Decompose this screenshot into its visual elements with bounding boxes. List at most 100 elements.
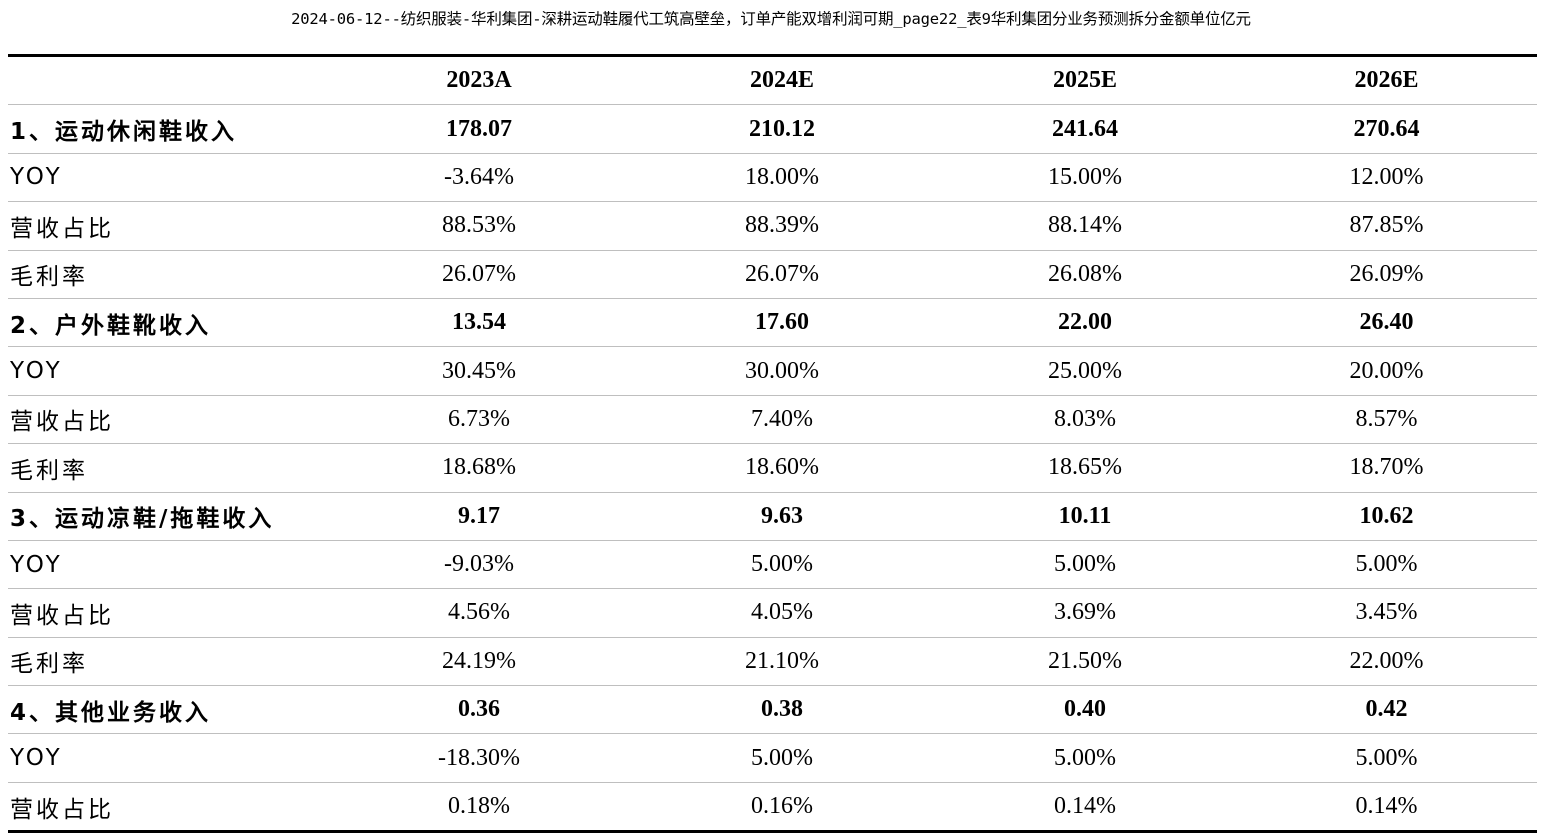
cell-value: 88.39% xyxy=(630,201,934,251)
cell-value: 9.17 xyxy=(328,492,630,541)
cell-value: 18.68% xyxy=(328,443,630,493)
cell-value: 21.50% xyxy=(934,637,1236,687)
cell-value: 9.63 xyxy=(630,492,934,541)
forecast-table: 2023A 2024E 2025E 2026E 1、运动休闲鞋收入 178.07… xyxy=(8,57,1537,830)
cell-value: 0.36 xyxy=(328,685,630,735)
table-header-row: 2023A 2024E 2025E 2026E xyxy=(8,57,1537,106)
table-row: 2、户外鞋靴收入 13.54 17.60 22.00 26.40 xyxy=(8,298,1537,348)
cell-value: 24.19% xyxy=(328,637,630,687)
row-label: 3、运动凉鞋/拖鞋收入 xyxy=(8,492,328,541)
row-label: 营收占比 xyxy=(8,395,328,445)
cell-value: 8.57% xyxy=(1236,395,1537,445)
header-cell-2025e: 2025E xyxy=(934,57,1236,106)
cell-value: 10.11 xyxy=(934,492,1236,541)
table-row: 毛利率 18.68% 18.60% 18.65% 18.70% xyxy=(8,443,1537,493)
cell-value: 26.08% xyxy=(934,250,1236,299)
cell-value: 0.16% xyxy=(751,793,813,820)
table-row: 营收占比 4.56% 4.05% 3.69% 3.45% xyxy=(8,588,1537,638)
cell-value: 15.00% xyxy=(934,153,1236,203)
cell-value: 22.00 xyxy=(934,298,1236,348)
table-row: YOY -18.30% 5.00% 5.00% 5.00% xyxy=(8,733,1537,783)
header-cell-blank xyxy=(8,57,328,106)
cell-value: 18.60% xyxy=(630,443,934,493)
cell-value: 12.00% xyxy=(1236,153,1537,203)
cell-value: 18.70% xyxy=(1236,443,1537,493)
row-label: 1、运动休闲鞋收入 xyxy=(8,104,328,154)
cell-value: 7.40% xyxy=(630,395,934,445)
cell-value: 26.09% xyxy=(1236,250,1537,299)
cell-value: 87.85% xyxy=(1236,201,1537,251)
cell-value: 4.56% xyxy=(328,588,630,638)
cell-value: 4.05% xyxy=(630,588,934,638)
document-title: 2024-06-12--纺织服装-华利集团-深耕运动鞋履代工筑高壁垒，订单产能双… xyxy=(291,10,1251,28)
cell-value: 13.54 xyxy=(328,298,630,348)
table-row: 毛利率 26.07% 26.07% 26.08% 26.09% xyxy=(8,250,1537,299)
cell-value: 5.00% xyxy=(630,733,934,783)
row-label: 2、户外鞋靴收入 xyxy=(8,298,328,348)
table-body: 1、运动休闲鞋收入 178.07 210.12 241.64 270.64 YO… xyxy=(8,104,1537,830)
row-label: YOY xyxy=(8,346,328,396)
cell-value: 18.65% xyxy=(934,443,1236,493)
cell-value: -3.64% xyxy=(328,153,630,203)
table-row: YOY -9.03% 5.00% 5.00% 5.00% xyxy=(8,540,1537,590)
cell-value: 5.00% xyxy=(1236,733,1537,783)
cell-value: 26.07% xyxy=(328,250,630,299)
cell-value: 0.14% xyxy=(1355,793,1418,820)
table-row: 4、其他业务收入 0.36 0.38 0.40 0.42 xyxy=(8,685,1537,735)
cell-value: 5.00% xyxy=(1236,540,1537,590)
cell-value: 30.00% xyxy=(630,346,934,396)
table-bottom-rule xyxy=(8,830,1537,834)
cell-value: 17.60 xyxy=(630,298,934,348)
cell-value: 18.00% xyxy=(630,153,934,203)
row-label: 毛利率 xyxy=(8,637,328,687)
cell-value: 270.64 xyxy=(1236,104,1537,154)
row-label: 4、其他业务收入 xyxy=(8,685,328,735)
row-label: YOY xyxy=(8,540,328,590)
cell-value: 22.00% xyxy=(1236,637,1537,687)
header-cell-2026e: 2026E xyxy=(1236,57,1537,106)
table-top-rule xyxy=(8,54,1537,57)
row-label: 毛利率 xyxy=(8,250,328,299)
cell-value: 0.18% xyxy=(448,793,510,820)
row-label: YOY xyxy=(8,733,328,783)
table-row: 营收占比 88.53% 88.39% 88.14% 87.85% xyxy=(8,201,1537,251)
cell-value: 5.00% xyxy=(934,733,1236,783)
cell-value: 5.00% xyxy=(630,540,934,590)
cell-value: 6.73% xyxy=(328,395,630,445)
row-label: YOY xyxy=(8,153,328,203)
row-label: 毛利率 xyxy=(8,443,328,493)
cell-value: 5.00% xyxy=(934,540,1236,590)
table-row: YOY -3.64% 18.00% 15.00% 12.00% xyxy=(8,153,1537,203)
cell-value: 0.14% xyxy=(1054,793,1116,820)
table-row: 3、运动凉鞋/拖鞋收入 9.17 9.63 10.11 10.62 xyxy=(8,492,1537,541)
table-row: 营收占比 6.73% 7.40% 8.03% 8.57% xyxy=(8,395,1537,445)
cell-value: 3.69% xyxy=(934,588,1236,638)
cell-value: 0.42 xyxy=(1236,685,1537,735)
cell-value: 0.38 xyxy=(630,685,934,735)
cell-value: 10.62 xyxy=(1236,492,1537,541)
cell-value: -18.30% xyxy=(328,733,630,783)
header-cell-2023a: 2023A xyxy=(328,57,630,106)
cell-value: 88.14% xyxy=(934,201,1236,251)
cell-value: 3.45% xyxy=(1236,588,1537,638)
cell-value: 210.12 xyxy=(630,104,934,154)
cell-value: 26.07% xyxy=(630,250,934,299)
row-label: 营收占比 xyxy=(10,796,114,823)
table-row: 营收占比 0.18% 0.16% 0.14% 0.14% xyxy=(8,782,1537,830)
table-row: YOY 30.45% 30.00% 25.00% 20.00% xyxy=(8,346,1537,396)
table-row: 1、运动休闲鞋收入 178.07 210.12 241.64 270.64 xyxy=(8,104,1537,154)
cell-value: 0.40 xyxy=(934,685,1236,735)
cell-value: 30.45% xyxy=(328,346,630,396)
cell-value: 241.64 xyxy=(934,104,1236,154)
cell-value: 178.07 xyxy=(328,104,630,154)
row-label: 营收占比 xyxy=(8,201,328,251)
cell-value: 21.10% xyxy=(630,637,934,687)
row-label: 营收占比 xyxy=(8,588,328,638)
cell-value: 20.00% xyxy=(1236,346,1537,396)
cell-value: 88.53% xyxy=(328,201,630,251)
cell-value: -9.03% xyxy=(328,540,630,590)
cell-value: 8.03% xyxy=(934,395,1236,445)
cell-value: 26.40 xyxy=(1236,298,1537,348)
header-cell-2024e: 2024E xyxy=(630,57,934,106)
table-row: 毛利率 24.19% 21.10% 21.50% 22.00% xyxy=(8,637,1537,687)
